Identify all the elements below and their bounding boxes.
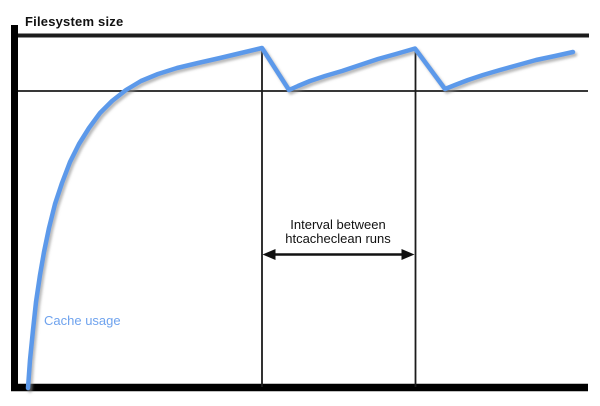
interval-arrow-right-head: [401, 249, 415, 260]
interval-annotation: Interval between htcacheclean runs: [238, 218, 438, 246]
filesystem-size-label: Filesystem size: [25, 14, 124, 29]
interval-annotation-line2: htcacheclean runs: [285, 231, 391, 246]
interval-annotation-line1: Interval between: [290, 217, 386, 232]
cache-usage-label: Cache usage: [44, 313, 121, 328]
cache-usage-curve: [25, 45, 576, 391]
interval-arrow-left-head: [262, 249, 276, 260]
